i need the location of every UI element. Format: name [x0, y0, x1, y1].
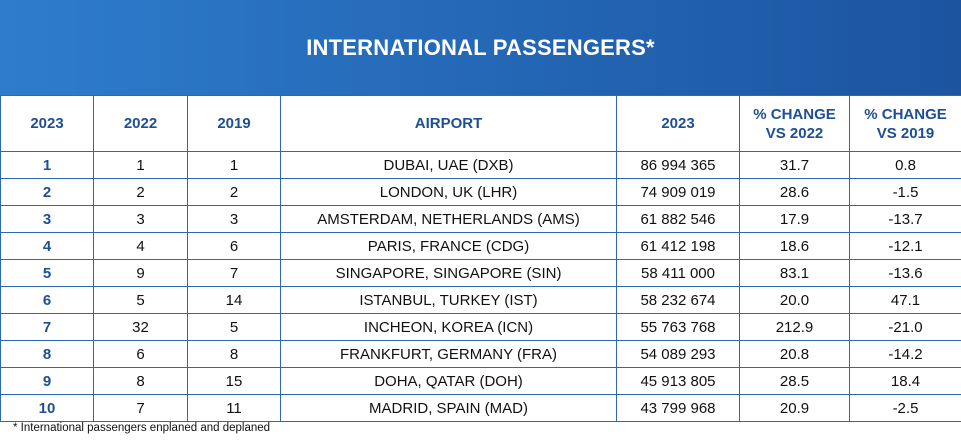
- rank-2023-cell: 6: [0, 286, 94, 314]
- change-vs-2022-cell: 17.9: [739, 205, 850, 233]
- airport-cell: SINGAPORE, SINGAPORE (SIN): [280, 259, 617, 287]
- passengers-2023-cell: 45 913 805: [616, 367, 740, 395]
- rank-2019-cell: 8: [187, 340, 281, 368]
- table-row: 8 6 8 FRANKFURT, GERMANY (FRA) 54 089 293 20.…: [0, 340, 961, 368]
- table-header-row: 2023 2022 2019 AIRPORT 2023 % CHANGE VS …: [0, 95, 961, 152]
- change-vs-2022-cell: 20.0: [739, 286, 850, 314]
- rank-2023-cell: 5: [0, 259, 94, 287]
- change-vs-2022-cell: 20.8: [739, 340, 850, 368]
- change-vs-2019-cell: -13.7: [849, 205, 961, 233]
- col-header-airport: AIRPORT: [280, 95, 617, 152]
- change-vs-2019-cell: 0.8: [849, 151, 961, 179]
- passengers-2023-cell: 74 909 019: [616, 178, 740, 206]
- table-body: 1 1 1 DUBAI, UAE (DXB) 86 994 365 31.7 0.8 2 2 2 L…: [0, 151, 961, 422]
- airport-cell: FRANKFURT, GERMANY (FRA): [280, 340, 617, 368]
- passengers-2023-cell: 61 412 198: [616, 232, 740, 260]
- rank-2023-cell: 10: [0, 394, 94, 422]
- change-vs-2019-cell: -2.5: [849, 394, 961, 422]
- airport-cell: ISTANBUL, TURKEY (IST): [280, 286, 617, 314]
- passengers-2023-cell: 86 994 365: [616, 151, 740, 179]
- airport-cell: LONDON, UK (LHR): [280, 178, 617, 206]
- airport-cell: MADRID, SPAIN (MAD): [280, 394, 617, 422]
- rank-2019-cell: 7: [187, 259, 281, 287]
- passengers-2023-cell: 61 882 546: [616, 205, 740, 233]
- rank-2022-cell: 1: [93, 151, 188, 179]
- rank-2019-cell: 11: [187, 394, 281, 422]
- table-row: 7 32 5 INCHEON, KOREA (ICN) 55 763 768 212.9-…: [0, 313, 961, 341]
- airport-cell: AMSTERDAM, NETHERLANDS (AMS): [280, 205, 617, 233]
- airport-cell: PARIS, FRANCE (CDG): [280, 232, 617, 260]
- passenger-table: 2023 2022 2019 AIRPORT 2023 % CHANGE VS …: [0, 95, 961, 422]
- rank-2022-cell: 4: [93, 232, 188, 260]
- col-header-rank-2019: 2019: [187, 95, 281, 152]
- rank-2019-cell: 3: [187, 205, 281, 233]
- change-vs-2019-cell: -12.1: [849, 232, 961, 260]
- change-vs-2022-cell: 83.1: [739, 259, 850, 287]
- rank-2022-cell: 2: [93, 178, 188, 206]
- change-vs-2022-cell: 20.9: [739, 394, 850, 422]
- change-vs-2019-cell: 47.1: [849, 286, 961, 314]
- rank-2023-cell: 3: [0, 205, 94, 233]
- passengers-2023-cell: 58 232 674: [616, 286, 740, 314]
- rank-2019-cell: 5: [187, 313, 281, 341]
- change-vs-2019-cell: 18.4: [849, 367, 961, 395]
- change-vs-2019-cell: -21.0: [849, 313, 961, 341]
- table-row: 4 4 6 PARIS, FRANCE (CDG) 61 412 198 18.6 -12.…: [0, 232, 961, 260]
- airport-cell: INCHEON, KOREA (ICN): [280, 313, 617, 341]
- title-banner: INTERNATIONAL PASSENGERS*: [0, 0, 961, 95]
- rank-2019-cell: 6: [187, 232, 281, 260]
- rank-2022-cell: 9: [93, 259, 188, 287]
- rank-2023-cell: 9: [0, 367, 94, 395]
- table-row: 6 5 14 ISTANBUL, TURKEY (IST) 58 232 674 20.0…: [0, 286, 961, 314]
- change-vs-2022-cell: 28.5: [739, 367, 850, 395]
- change-vs-2022-cell: 18.6: [739, 232, 850, 260]
- col-header-rank-2022: 2022: [93, 95, 188, 152]
- change-vs-2022-cell: 28.6: [739, 178, 850, 206]
- footnote: * International passengers enplaned and …: [13, 422, 271, 434]
- rank-2023-cell: 8: [0, 340, 94, 368]
- rank-2023-cell: 7: [0, 313, 94, 341]
- col-header-change-vs-2022: % CHANGE VS 2022: [739, 95, 850, 152]
- rank-2019-cell: 15: [187, 367, 281, 395]
- passengers-2023-cell: 55 763 768: [616, 313, 740, 341]
- passengers-2023-cell: 54 089 293: [616, 340, 740, 368]
- rank-2022-cell: 3: [93, 205, 188, 233]
- table-row: 9 8 15 DOHA, QATAR (DOH) 45 913 805 28.5 18.4: [0, 367, 961, 395]
- change-vs-2022-cell: 212.9: [739, 313, 850, 341]
- table-row: 1 1 1 DUBAI, UAE (DXB) 86 994 365 31.7 0.8: [0, 151, 961, 179]
- rank-2022-cell: 5: [93, 286, 188, 314]
- col-header-passengers-2023: 2023: [616, 95, 740, 152]
- rank-2022-cell: 7: [93, 394, 188, 422]
- change-vs-2019-cell: -1.5: [849, 178, 961, 206]
- change-vs-2022-cell: 31.7: [739, 151, 850, 179]
- page-title: INTERNATIONAL PASSENGERS*: [306, 34, 655, 60]
- rank-2023-cell: 2: [0, 178, 94, 206]
- col-header-rank-2023: 2023: [0, 95, 94, 152]
- rank-2022-cell: 32: [93, 313, 188, 341]
- rank-2023-cell: 1: [0, 151, 94, 179]
- passengers-2023-cell: 58 411 000: [616, 259, 740, 287]
- table-row: 10 7 11 MADRID, SPAIN (MAD) 43 799 968 20.9 -2…: [0, 394, 961, 422]
- col-header-change-vs-2019: % CHANGE VS 2019: [849, 95, 961, 152]
- rank-2022-cell: 8: [93, 367, 188, 395]
- rank-2019-cell: 1: [187, 151, 281, 179]
- airport-cell: DOHA, QATAR (DOH): [280, 367, 617, 395]
- change-vs-2019-cell: -14.2: [849, 340, 961, 368]
- rank-2023-cell: 4: [0, 232, 94, 260]
- passengers-2023-cell: 43 799 968: [616, 394, 740, 422]
- airport-cell: DUBAI, UAE (DXB): [280, 151, 617, 179]
- rank-2019-cell: 14: [187, 286, 281, 314]
- change-vs-2019-cell: -13.6: [849, 259, 961, 287]
- table-row: 5 9 7 SINGAPORE, SINGAPORE (SIN) 58 411 000 8…: [0, 259, 961, 287]
- rank-2019-cell: 2: [187, 178, 281, 206]
- table-row: 3 3 3 AMSTERDAM, NETHERLANDS (AMS) 61 882 54…: [0, 205, 961, 233]
- rank-2022-cell: 6: [93, 340, 188, 368]
- table-row: 2 2 2 LONDON, UK (LHR) 74 909 019 28.6 -1.5: [0, 178, 961, 206]
